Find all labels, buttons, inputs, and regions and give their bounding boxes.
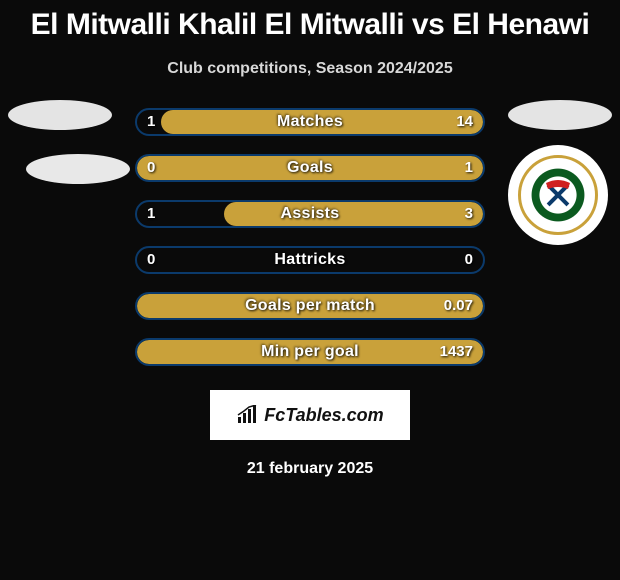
avatar-placeholder-icon bbox=[8, 100, 112, 130]
subtitle: Club competitions, Season 2024/2025 bbox=[0, 60, 620, 78]
stat-label: Assists bbox=[137, 202, 483, 226]
stat-bar: 1Assists3 bbox=[135, 200, 485, 228]
avatar-placeholder-icon bbox=[508, 100, 612, 130]
date-label: 21 february 2025 bbox=[0, 460, 620, 478]
stats-list: 1Matches140Goals11Assists30Hattricks0Goa… bbox=[135, 108, 485, 366]
brand-text: FcTables.com bbox=[264, 405, 383, 426]
brand-prefix: Fc bbox=[264, 405, 285, 425]
stat-label: Goals bbox=[137, 156, 483, 180]
stat-bar: 1Matches14 bbox=[135, 108, 485, 136]
stat-value-right: 1 bbox=[465, 156, 473, 180]
brand-attribution: FcTables.com bbox=[210, 390, 410, 440]
stat-value-right: 14 bbox=[456, 110, 473, 134]
stat-bar: 0Goals1 bbox=[135, 154, 485, 182]
avatar-placeholder-icon bbox=[26, 154, 130, 184]
stat-value-right: 0.07 bbox=[444, 294, 473, 318]
stat-bar: Min per goal1437 bbox=[135, 338, 485, 366]
stat-value-right: 1437 bbox=[440, 340, 473, 364]
stat-label: Hattricks bbox=[137, 248, 483, 272]
comparison-infographic: El Mitwalli Khalil El Mitwalli vs El Hen… bbox=[0, 0, 620, 478]
player-right-avatar bbox=[508, 100, 612, 245]
club-badge bbox=[508, 145, 608, 245]
stat-label: Min per goal bbox=[137, 340, 483, 364]
body: 1Matches140Goals11Assists30Hattricks0Goa… bbox=[0, 108, 620, 478]
stat-label: Matches bbox=[137, 110, 483, 134]
brand-chart-icon bbox=[236, 405, 260, 425]
page-title: El Mitwalli Khalil El Mitwalli vs El Hen… bbox=[0, 8, 620, 42]
club-badge-emblem-icon bbox=[518, 155, 598, 235]
stat-value-right: 3 bbox=[465, 202, 473, 226]
stat-label: Goals per match bbox=[137, 294, 483, 318]
stat-bar: Goals per match0.07 bbox=[135, 292, 485, 320]
stat-value-right: 0 bbox=[465, 248, 473, 272]
stat-bar: 0Hattricks0 bbox=[135, 246, 485, 274]
player-left-avatar bbox=[8, 100, 130, 184]
brand-suffix: Tables.com bbox=[285, 405, 383, 425]
